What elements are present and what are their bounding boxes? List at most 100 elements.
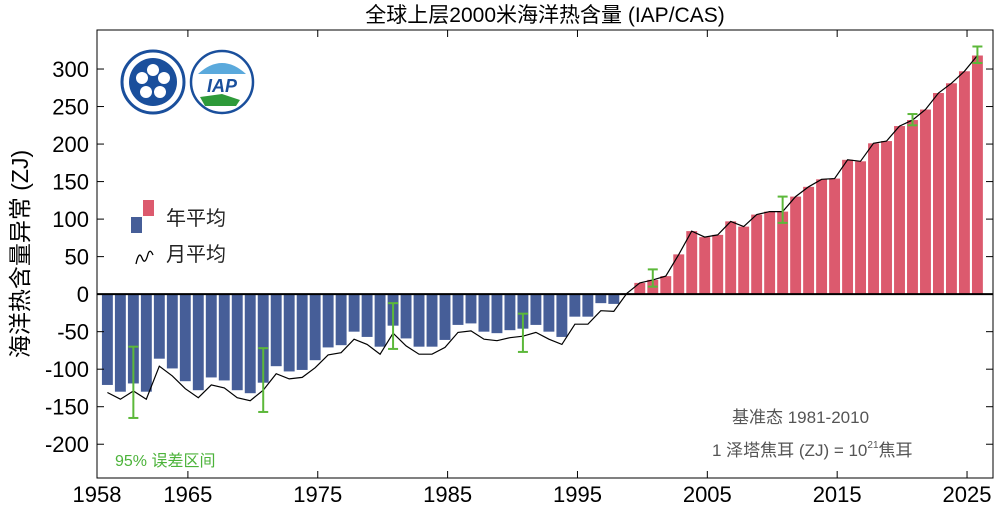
- bar-1981: [400, 294, 412, 339]
- error-interval-label: 95% 误差区间: [115, 452, 215, 470]
- bar-1997: [608, 294, 620, 304]
- bar-2024: [958, 71, 970, 295]
- bar-1984: [439, 294, 451, 340]
- bar-1973: [296, 294, 308, 370]
- y-axis-label: 海洋热含量异常 (ZJ): [7, 150, 33, 358]
- bar-1995: [582, 294, 594, 317]
- bar-2016: [855, 161, 867, 295]
- y-tick-label: 100: [52, 207, 89, 232]
- bar-2012: [803, 186, 815, 295]
- bar-1969: [244, 294, 256, 394]
- bar-1988: [491, 294, 503, 334]
- bar-1977: [348, 294, 360, 332]
- x-tick-label: 2005: [683, 482, 732, 507]
- y-tick-label: -50: [57, 320, 89, 345]
- bar-2001: [660, 276, 672, 295]
- unit-note: 1 泽塔焦耳 (ZJ) = 1021焦耳: [712, 440, 913, 460]
- legend-annual-label: 年平均: [166, 207, 226, 230]
- monthly-line: [107, 55, 978, 402]
- y-tick-label: 0: [77, 282, 89, 307]
- bar-1971: [270, 294, 282, 367]
- iap-logo: IAP: [189, 49, 255, 115]
- bar-2004: [699, 237, 711, 295]
- bar-2007: [738, 226, 750, 295]
- error-bar-1980: [388, 302, 399, 350]
- bar-2003: [686, 231, 698, 295]
- bar-2006: [725, 221, 737, 295]
- error-bar-1970: [258, 347, 269, 413]
- bar-1991: [530, 294, 542, 325]
- x-tick-label: 2025: [943, 482, 992, 507]
- bar-2022: [933, 93, 944, 295]
- bar-1985: [452, 294, 464, 325]
- error-bar-1990: [517, 312, 528, 353]
- bar-2015: [842, 159, 854, 295]
- y-tick-label: 150: [52, 170, 89, 195]
- error-bar-2025: [972, 45, 983, 65]
- x-tick-label: 1965: [163, 482, 212, 507]
- y-tick-label: 300: [52, 57, 89, 82]
- bar-2023: [945, 83, 957, 295]
- bar-1979: [374, 294, 386, 347]
- bar-2005: [712, 234, 724, 295]
- bar-1972: [283, 294, 295, 372]
- error-bar-2010: [777, 195, 788, 224]
- bar-1960: [127, 294, 139, 384]
- bar-1996: [595, 294, 607, 304]
- monthly-line-path: [107, 55, 978, 402]
- bar-2018: [881, 141, 892, 295]
- plot-frame: [96, 29, 994, 479]
- bar-1964: [179, 294, 191, 382]
- bar-2009: [764, 211, 776, 295]
- bar-2013: [816, 179, 828, 295]
- x-tick-label: 1985: [423, 482, 472, 507]
- legend-positive-swatch: [143, 200, 154, 216]
- cas-logo: [120, 49, 186, 115]
- bar-1974: [309, 294, 321, 361]
- bar-1978: [361, 294, 373, 337]
- bar-2019: [894, 126, 905, 295]
- bar-2010: [777, 211, 789, 295]
- bar-1982: [413, 294, 425, 347]
- bar-1962: [153, 294, 165, 359]
- bar-1966: [205, 294, 217, 378]
- annual-bars: [101, 55, 983, 394]
- bar-1958: [101, 294, 113, 385]
- y-tick-label: -150: [45, 395, 89, 420]
- bar-2014: [829, 178, 841, 295]
- bar-1967: [218, 294, 230, 381]
- bar-1983: [426, 294, 438, 347]
- bar-1987: [478, 294, 490, 332]
- error-bar-1960: [128, 345, 139, 419]
- error-bar-2000: [647, 268, 658, 288]
- y-tick-label: -100: [45, 357, 89, 382]
- bar-1970: [257, 294, 269, 383]
- bar-2020: [907, 120, 918, 295]
- legend-negative-swatch: [131, 217, 142, 233]
- bar-2021: [920, 109, 931, 295]
- baseline-note: 基准态 1981-2010: [732, 408, 869, 427]
- y-tick-label: -200: [45, 432, 89, 457]
- bar-2011: [790, 196, 802, 295]
- bar-1999: [634, 282, 646, 295]
- bar-1993: [556, 294, 568, 337]
- bar-1992: [543, 294, 555, 332]
- legend-monthly-label: 月平均: [166, 243, 226, 266]
- axes: -200 -150 -100 -50 0 50 100 150 200 250 300 1958 196…: [45, 29, 994, 507]
- x-tick-label: 1995: [553, 482, 602, 507]
- error-bars: [128, 45, 983, 419]
- bar-1990: [517, 294, 529, 329]
- bar-1961: [140, 294, 152, 392]
- svg-text:IAP: IAP: [207, 76, 238, 96]
- legend: 年平均 月平均: [131, 200, 226, 266]
- chart-title: 全球上层2000米海洋热含量 (IAP/CAS): [365, 4, 724, 27]
- bar-2008: [751, 214, 763, 295]
- bar-1965: [192, 294, 204, 391]
- bar-1976: [335, 294, 347, 346]
- bar-2002: [673, 254, 685, 295]
- bar-1994: [569, 294, 581, 317]
- y-tick-label: 200: [52, 132, 89, 157]
- wavy-line-icon: [135, 250, 154, 265]
- y-tick-label: 50: [65, 245, 89, 270]
